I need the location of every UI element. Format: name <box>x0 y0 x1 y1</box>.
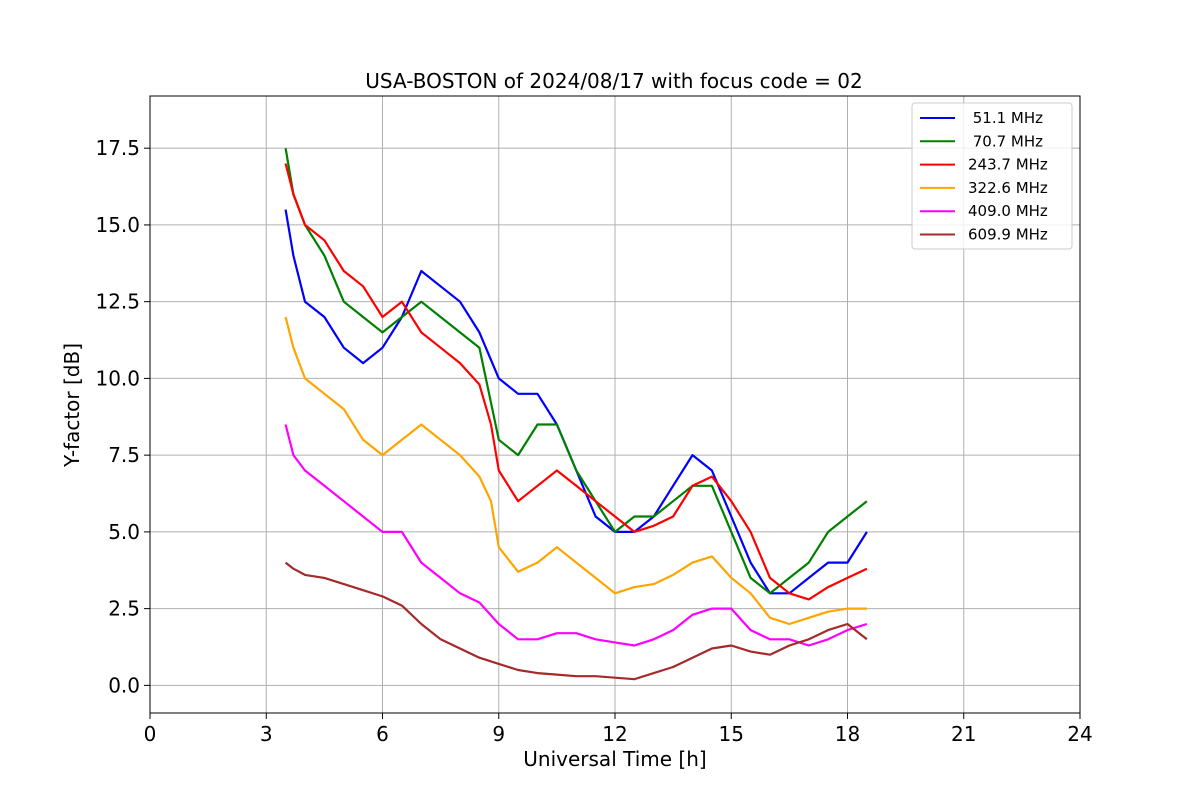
y-axis: 0.0 2.5 5.0 7.5 10.0 12.5 15.0 17.5 <box>95 136 150 697</box>
x-tick-label: 3 <box>260 722 273 746</box>
y-axis-label: Y-factor [dB] <box>60 343 84 468</box>
x-tick-label: 24 <box>1067 722 1092 746</box>
y-tick-label: 5.0 <box>108 520 140 544</box>
y-tick-label: 7.5 <box>108 443 140 467</box>
x-axis-label: Universal Time [h] <box>523 747 706 771</box>
legend-label: 243.7 MHz <box>968 156 1048 174</box>
chart-title: USA-BOSTON of 2024/08/17 with focus code… <box>365 69 862 93</box>
y-tick-label: 10.0 <box>95 366 140 390</box>
series-line-4 <box>284 316 867 626</box>
y-tick-label: 2.5 <box>108 597 140 621</box>
y-tick-label: 12.5 <box>95 290 140 314</box>
x-tick-label: 12 <box>602 722 627 746</box>
x-tick-label: 6 <box>376 722 389 746</box>
x-tick-label: 21 <box>951 722 976 746</box>
legend-label: 409.0 MHz <box>968 202 1048 220</box>
y-tick-label: 15.0 <box>95 213 140 237</box>
series-line-3 <box>284 163 868 601</box>
y-tick-label: 17.5 <box>95 136 140 160</box>
x-tick-label: 0 <box>144 722 157 746</box>
legend: 51.1 MHz 70.7 MHz 243.7 MHz 322.6 MHz 409.0… <box>911 102 1073 250</box>
series-layer <box>284 148 868 681</box>
legend-frame <box>911 102 1073 250</box>
legend-label: 70.7 MHz <box>968 132 1043 150</box>
y-tick-label: 0.0 <box>108 673 140 697</box>
legend-label: 322.6 MHz <box>968 179 1048 197</box>
x-tick-label: 15 <box>719 722 744 746</box>
series-line-6 <box>284 561 868 681</box>
x-tick-label: 9 <box>492 722 505 746</box>
legend-label: 609.9 MHz <box>968 226 1048 244</box>
x-axis: 0 3 6 9 12 15 18 21 24 <box>144 713 1093 746</box>
series-line-5 <box>284 424 868 647</box>
x-tick-label: 18 <box>835 722 860 746</box>
legend-label: 51.1 MHz <box>968 109 1043 127</box>
series-line-2 <box>284 148 868 595</box>
